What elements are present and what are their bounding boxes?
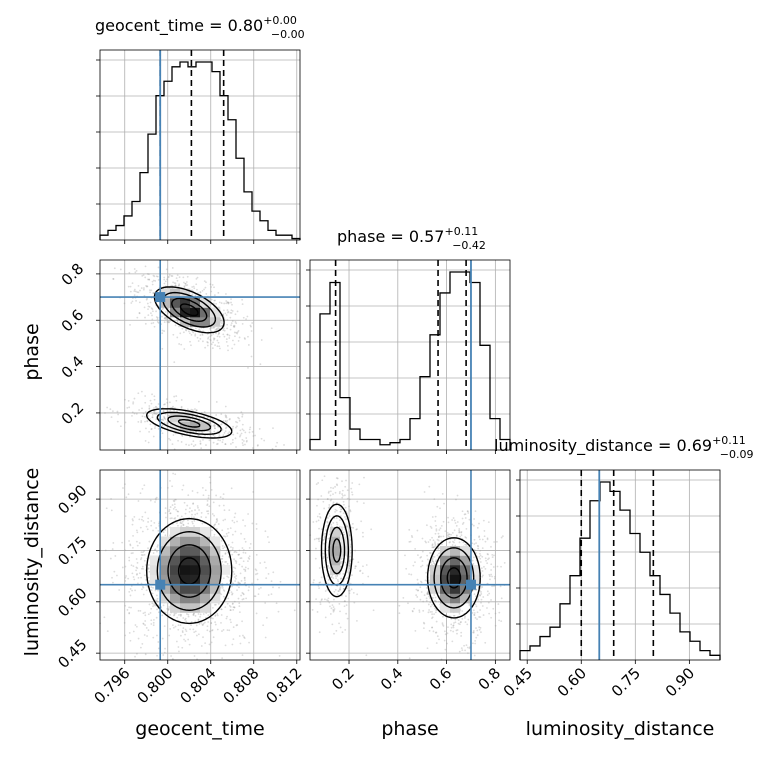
contour-0-2: [320, 503, 353, 598]
ytick-label-luminosity_distance: 0.60: [54, 584, 90, 620]
hist-geocent-time-frame: [99, 49, 301, 241]
hist-phase-frame: [309, 259, 511, 451]
contour-1-2: [145, 408, 233, 439]
ylabel-phase: phase: [21, 323, 43, 380]
contour-1-1: [167, 415, 212, 432]
hist-step-phase: [309, 271, 511, 450]
truth-marker: [155, 579, 166, 590]
xtick-label-phase: 0.4: [377, 664, 407, 694]
contour-1-1.5: [156, 411, 222, 435]
contour-0-1: [328, 526, 346, 575]
contour-1-0.5: [446, 567, 462, 589]
ytick-label-phase: 0.6: [58, 306, 88, 336]
scatter-phase-vs-luminosity-distance-frame: [309, 469, 511, 661]
xlabel-phase: phase: [381, 718, 438, 740]
contour-0-0.5: [179, 303, 199, 317]
hist-geocent-time-bg: [100, 50, 300, 240]
scatter-geocent-time-vs-phase-bg: [100, 260, 300, 450]
scatter-geocent-time-vs-phase-frame: [99, 259, 301, 451]
xtick-label-geocent_time: 0.812: [263, 664, 306, 707]
xtick-label-geocent_time: 0.796: [90, 664, 133, 707]
xtick-label-phase: 0.6: [426, 664, 456, 694]
contour-0-2: [145, 517, 233, 625]
ytick-label-phase: 0.2: [58, 399, 88, 429]
contour-0-0.5: [332, 538, 342, 563]
hist-step-luminosity_distance: [519, 481, 721, 660]
hist-step-geocent_time: [99, 61, 301, 240]
xtick-label-luminosity_distance: 0.90: [662, 664, 698, 700]
xlabel-geocent-time: geocent_time: [135, 718, 264, 740]
xtick-label-geocent_time: 0.800: [133, 664, 176, 707]
title-geocent-time: geocent_time = 0.80+0.00 −0.00: [95, 14, 305, 41]
contour-1-1.5: [433, 547, 475, 609]
contour-0-1: [167, 544, 212, 598]
contour-1-1: [439, 557, 468, 599]
ytick-label-phase: 0.8: [58, 260, 88, 290]
scatter-geocent-time-vs-luminosity-distance-density: [150, 527, 231, 613]
xtick-label-geocent_time: 0.804: [176, 664, 219, 707]
xtick-label-luminosity_distance: 0.60: [554, 664, 590, 700]
ytick-label-luminosity_distance: 0.45: [54, 635, 90, 671]
ytick-label-luminosity_distance: 0.75: [54, 533, 90, 569]
hist-luminosity-distance-frame: [519, 469, 721, 661]
contour-0-1.5: [156, 530, 222, 612]
xtick-label-phase: 0.2: [328, 664, 358, 694]
xtick-label-luminosity_distance: 0.75: [608, 664, 644, 700]
xtick-label-geocent_time: 0.808: [219, 664, 262, 707]
contour-1-2: [426, 537, 481, 619]
xlabel-luminosity-distance: luminosity_distance: [526, 718, 715, 740]
ylabel-luminosity-distance: luminosity_distance: [21, 468, 43, 657]
contour-0-0.5: [177, 557, 201, 585]
contour-1-0.5: [177, 419, 201, 428]
ytick-label-luminosity_distance: 0.90: [54, 481, 90, 517]
ytick-label-phase: 0.4: [58, 352, 88, 382]
title-luminosity-distance: luminosity_distance = 0.69+0.11 −0.09: [494, 434, 754, 461]
scatter-geocent-time-vs-luminosity-distance-frame: [99, 469, 301, 661]
contour-0-1.5: [324, 515, 350, 586]
truth-marker: [155, 292, 166, 303]
contour-0-1: [171, 297, 208, 323]
title-phase: phase = 0.57+0.11 −0.42: [337, 225, 486, 252]
truth-marker: [465, 579, 476, 590]
xtick-label-phase: 0.8: [475, 664, 505, 694]
xtick-label-luminosity_distance: 0.45: [500, 664, 536, 700]
